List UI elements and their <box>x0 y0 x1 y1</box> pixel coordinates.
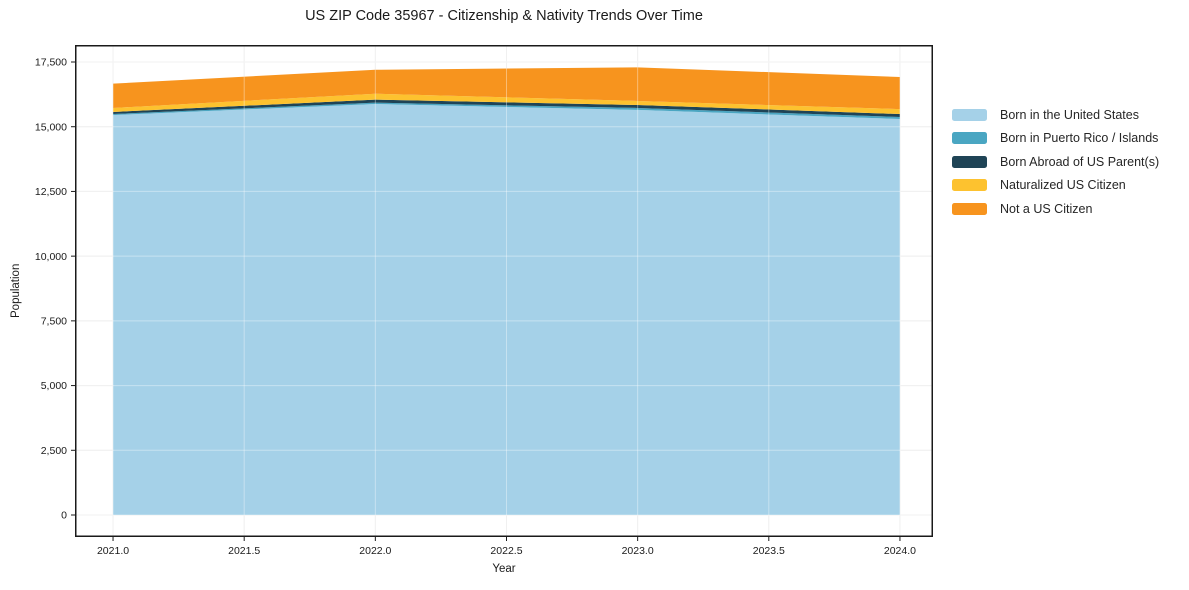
legend-label: Born in the United States <box>1000 107 1139 122</box>
y-axis-label: Population <box>10 263 22 319</box>
area-chart: 2021.0 2021.5 2022.0 2022.5 2023.0 2023.5 2024… <box>35 45 933 557</box>
y-tick-label: 12,500 <box>35 186 67 198</box>
y-tick-label: 7,500 <box>41 316 67 328</box>
x-tick-label: 2021.0 <box>97 545 129 557</box>
chart-title: US ZIP Code 35967 - Citizenship & Nativi… <box>305 8 703 24</box>
area-born-abroad-of-us-parent-s <box>113 99 900 118</box>
x-axis-label: Year <box>492 563 516 575</box>
area-not-a-us-citizen <box>113 67 900 110</box>
legend-item-born-abroad-of-us-parent-s: Born Abroad of US Parent(s) <box>952 150 1159 174</box>
gridlines-overlay <box>75 45 933 537</box>
legend-item-not-a-us-citizen: Not a US Citizen <box>952 197 1159 221</box>
y-tick-label: 15,000 <box>35 121 67 133</box>
x-tick-label: 2024.0 <box>884 545 916 557</box>
area-born-in-the-united-states <box>113 103 900 515</box>
y-tick-label: 2,500 <box>41 445 67 457</box>
legend-item-born-in-the-united-states: Born in the United States <box>952 103 1159 127</box>
legend-label: Born Abroad of US Parent(s) <box>1000 154 1160 169</box>
legend-swatch <box>952 202 987 215</box>
x-tick-label: 2022.0 <box>359 545 391 557</box>
legend-label: Naturalized US Citizen <box>1000 178 1126 193</box>
legend-swatch <box>952 108 987 121</box>
y-tick-label: 10,000 <box>35 251 67 263</box>
y-tick-label: 0 <box>61 510 67 522</box>
area-born-in-puerto-rico-islands <box>113 102 900 119</box>
x-tick-label: 2021.5 <box>228 545 260 557</box>
legend-item-naturalized-us-citizen: Naturalized US Citizen <box>952 174 1159 198</box>
legend: Born in the United States Born in Puerto … <box>952 103 1159 221</box>
plot-border <box>75 45 933 537</box>
legend-label: Born in Puerto Rico / Islands <box>1000 131 1159 146</box>
area-naturalized-us-citizen <box>113 93 900 115</box>
x-tick-label: 2023.5 <box>753 545 785 557</box>
x-tick-label: 2022.5 <box>490 545 522 557</box>
axis-ticks: 2021.0 2021.5 2022.0 2022.5 2023.0 2023.5 2024… <box>35 57 916 557</box>
stacked-areas <box>113 67 900 515</box>
y-tick-label: 5,000 <box>41 380 67 392</box>
legend-swatch <box>952 132 987 145</box>
legend-label: Not a US Citizen <box>1000 201 1093 216</box>
x-tick-label: 2023.0 <box>622 545 654 557</box>
y-tick-label: 17,500 <box>35 57 67 69</box>
legend-item-born-in-puerto-rico-islands: Born in Puerto Rico / Islands <box>952 127 1159 151</box>
legend-swatch <box>952 179 987 192</box>
legend-swatch <box>952 155 987 168</box>
